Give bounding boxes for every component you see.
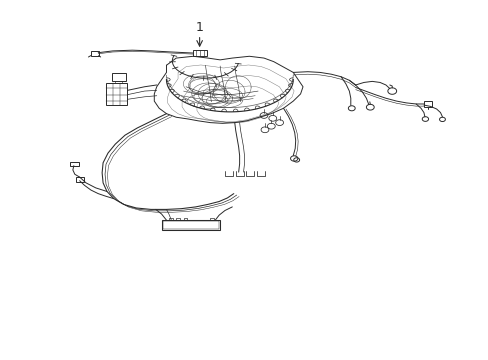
Bar [91,51,99,55]
Bar [70,162,79,166]
Bar [193,50,206,56]
Bar [112,73,126,81]
Bar [105,83,127,105]
Bar [161,220,220,230]
Text: 1: 1 [195,21,203,34]
Bar [423,102,431,107]
Bar [76,177,84,182]
Bar [163,221,218,229]
